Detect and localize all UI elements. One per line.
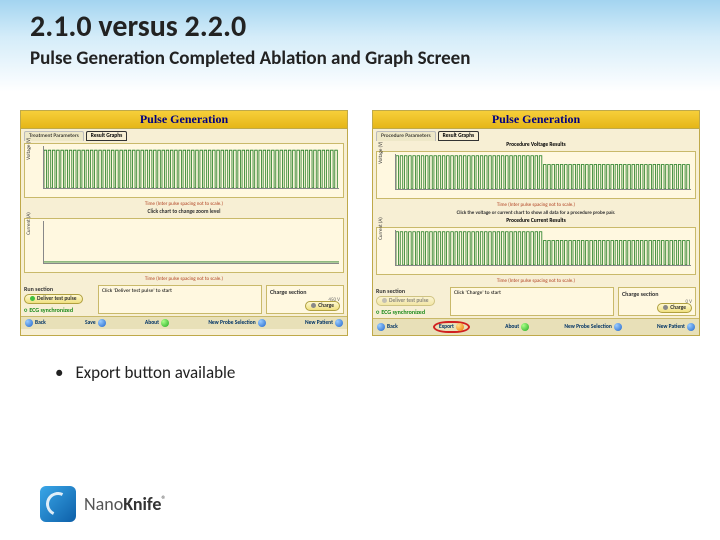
current-chart[interactable]: Current (A): [376, 227, 696, 275]
run-instruction: Click 'Charge' to start: [450, 287, 614, 316]
deliver-test-pulse-button[interactable]: Deliver test pulse: [24, 294, 83, 304]
charge-section-label: Charge section: [622, 290, 692, 298]
current-caption: Time (Inter pulse spacing not to scale.): [21, 275, 347, 283]
new-probe-button[interactable]: New Probe Selection: [208, 319, 265, 327]
run-instruction: Click 'Deliver test pulse' to start: [98, 285, 262, 314]
voltage-caption: Time (Inter pulse spacing not to scale.): [21, 200, 347, 208]
voltage-chart[interactable]: Voltage (V): [24, 143, 344, 198]
bullet-export-available: Export button available: [55, 362, 235, 383]
about-button[interactable]: About: [505, 323, 529, 331]
run-section-label: Run section: [376, 287, 446, 295]
bottom-bar: Back Export About New Probe Selection Ne…: [373, 318, 699, 335]
panel-header: Pulse Generation: [21, 111, 347, 129]
deliver-test-pulse-button[interactable]: Deliver test pulse: [376, 296, 435, 306]
new-patient-button[interactable]: New Patient: [657, 323, 695, 331]
tab-treatment-params[interactable]: Treatment Parameters: [24, 131, 84, 141]
current-caption: Time (Inter pulse spacing not to scale.): [373, 277, 699, 285]
test-pulse-label: Deliver test pulse: [389, 298, 429, 304]
voltage-wave: [44, 146, 339, 188]
slide-subtitle: Pulse Generation Completed Ablation and …: [30, 47, 470, 70]
charge-section-label: Charge section: [270, 288, 340, 296]
back-button[interactable]: Back: [377, 323, 398, 331]
voltage-hint: Click the voltage or current chart to sh…: [373, 209, 699, 217]
tab-result-graphs[interactable]: Result Graphs: [86, 131, 128, 141]
charge-button[interactable]: Charge: [657, 303, 692, 313]
logo-mark-icon: [40, 486, 76, 522]
current-chart[interactable]: Current (A): [24, 218, 344, 273]
bottom-bar: Back Save About New Probe Selection New …: [21, 316, 347, 329]
voltage-ylabel: Voltage (V): [26, 137, 32, 159]
tab-procedure-params[interactable]: Procedure Parameters: [376, 131, 436, 141]
current-chart-title: Procedure Current Results: [373, 217, 699, 225]
charge-button[interactable]: Charge: [305, 301, 340, 311]
slide-title-block: 2.1.0 versus 2.2.0 Pulse Generation Comp…: [30, 8, 470, 70]
export-button[interactable]: Export: [433, 321, 470, 333]
nanoknife-logo: NanoKnife®: [40, 486, 166, 522]
voltage-wave: [396, 154, 691, 189]
ecg-status: ECG synchronized: [376, 308, 446, 316]
charge-btn-label: Charge: [318, 303, 334, 309]
logo-text: NanoKnife®: [84, 493, 166, 515]
panel-header: Pulse Generation: [373, 111, 699, 129]
voltage-hint: Click chart to change zoom level: [21, 208, 347, 216]
tab-result-graphs[interactable]: Result Graphs: [438, 131, 480, 141]
back-button[interactable]: Back: [25, 319, 46, 327]
new-patient-button[interactable]: New Patient: [305, 319, 343, 327]
save-button[interactable]: Save: [85, 319, 106, 327]
panel-v220: Pulse Generation Procedure Parameters Re…: [372, 110, 700, 336]
test-pulse-label: Deliver test pulse: [37, 296, 77, 302]
charge-btn-label: Charge: [670, 305, 686, 311]
about-button[interactable]: About: [145, 319, 169, 327]
current-wave: [396, 230, 691, 265]
run-section-label: Run section: [24, 285, 94, 293]
panel-v210: Pulse Generation Treatment Parameters Re…: [20, 110, 348, 336]
voltage-chart[interactable]: Voltage (V): [376, 151, 696, 199]
current-ylabel: Current (A): [378, 217, 384, 240]
ecg-status: ECG synchronized: [24, 306, 94, 314]
voltage-caption: Time (Inter pulse spacing not to scale.): [373, 201, 699, 209]
current-ylabel: Current (A): [26, 212, 32, 235]
new-probe-button[interactable]: New Probe Selection: [564, 323, 621, 331]
slide-title: 2.1.0 versus 2.2.0: [30, 8, 470, 45]
voltage-chart-title: Procedure Voltage Results: [373, 141, 699, 149]
voltage-ylabel: Voltage (V): [378, 142, 384, 164]
current-wave: [44, 221, 339, 263]
